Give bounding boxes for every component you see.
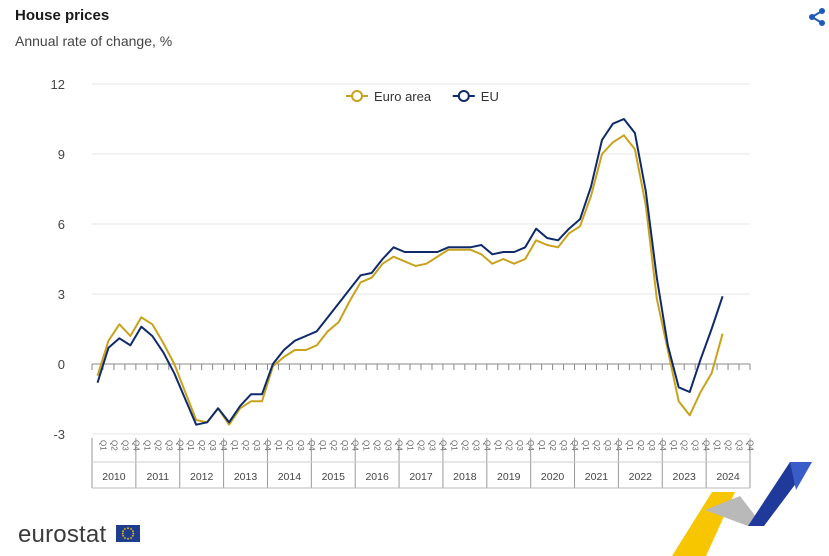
legend-label-eu: EU (481, 89, 499, 104)
x-year-label: 2016 (365, 471, 389, 483)
x-year-label: 2017 (409, 471, 433, 483)
x-quarter-label: Q2 (329, 440, 338, 451)
x-quarter-label: Q1 (406, 440, 415, 451)
x-quarter-label: Q2 (724, 440, 733, 451)
x-year-label: 2021 (585, 471, 609, 483)
x-quarter-label: Q2 (417, 440, 426, 451)
x-quarter-label: Q1 (581, 440, 590, 451)
x-quarter-label: Q2 (153, 440, 162, 451)
x-quarter-label: Q2 (548, 440, 557, 451)
x-quarter-label: Q2 (504, 440, 513, 451)
x-quarter-label: Q2 (285, 440, 294, 451)
share-icon[interactable] (806, 6, 828, 28)
x-quarter-label: Q3 (515, 440, 524, 451)
x-quarter-label: Q2 (592, 440, 601, 451)
x-quarter-label: Q1 (625, 440, 634, 451)
x-quarter-label: Q3 (164, 440, 173, 451)
x-quarter-label: Q1 (230, 440, 239, 451)
x-year-label: 2011 (147, 471, 170, 483)
x-year-label: 2019 (497, 471, 521, 483)
y-tick-label: 6 (58, 217, 65, 232)
x-year-label: 2012 (190, 471, 214, 483)
x-quarter-label: Q3 (427, 440, 436, 451)
x-quarter-label: Q3 (208, 440, 217, 451)
x-quarter-label: Q1 (186, 440, 195, 451)
x-quarter-label: Q3 (120, 440, 129, 451)
x-quarter-label: Q2 (636, 440, 645, 451)
x-quarter-label: Q3 (691, 440, 700, 451)
x-year-label: 2013 (234, 471, 258, 483)
x-quarter-label: Q2 (680, 440, 689, 451)
series-line-euro-area (96, 134, 724, 426)
x-quarter-label: Q2 (460, 440, 469, 451)
x-quarter-label: Q3 (559, 440, 568, 451)
x-quarter-label: Q2 (241, 440, 250, 451)
y-tick-label: -3 (53, 427, 65, 442)
x-quarter-label: Q3 (647, 440, 656, 451)
x-quarter-label: Q3 (735, 440, 744, 451)
x-quarter-label: Q1 (98, 440, 107, 451)
y-tick-label: 9 (58, 147, 65, 162)
x-quarter-label: Q2 (197, 440, 206, 451)
x-quarter-label: Q3 (296, 440, 305, 451)
chart-subtitle: Annual rate of change, % (15, 33, 173, 49)
x-year-label: 2018 (453, 471, 477, 483)
x-quarter-label: Q3 (384, 440, 393, 451)
x-quarter-label: Q2 (373, 440, 382, 451)
x-quarter-label: Q1 (274, 440, 283, 451)
x-quarter-label: Q1 (318, 440, 327, 451)
x-quarter-label: Q2 (109, 440, 118, 451)
x-quarter-label: Q1 (537, 440, 546, 451)
x-quarter-label: Q3 (603, 440, 612, 451)
y-tick-label: 3 (58, 287, 65, 302)
x-quarter-label: Q3 (252, 440, 261, 451)
x-year-label: 2023 (673, 471, 697, 483)
legend-label-euro-area: Euro area (374, 89, 432, 104)
x-quarter-label: Q1 (362, 440, 371, 451)
x-quarter-label: Q1 (493, 440, 502, 451)
x-quarter-label: Q3 (471, 440, 480, 451)
legend-marker-eu (457, 90, 470, 102)
x-quarter-label: Q3 (340, 440, 349, 451)
x-year-label: 2010 (102, 471, 126, 483)
x-year-label: 2024 (716, 471, 740, 483)
x-year-label: 2022 (629, 471, 653, 483)
x-quarter-label: Q1 (713, 440, 722, 451)
x-quarter-label: Q1 (669, 440, 678, 451)
legend-marker-euro-area (351, 90, 363, 102)
x-year-label: 2014 (278, 471, 302, 483)
series-line-eu (96, 118, 724, 426)
chart-title: House prices (15, 7, 110, 24)
y-tick-label: 12 (51, 77, 65, 92)
eurostat-logo: eurostat (18, 521, 107, 548)
x-year-label: 2020 (541, 471, 565, 483)
x-quarter-label: Q1 (142, 440, 151, 451)
y-tick-label: 0 (58, 357, 65, 372)
eu-flag-icon (116, 525, 140, 542)
x-year-label: 2015 (322, 471, 346, 483)
x-quarter-label: Q1 (449, 440, 458, 451)
